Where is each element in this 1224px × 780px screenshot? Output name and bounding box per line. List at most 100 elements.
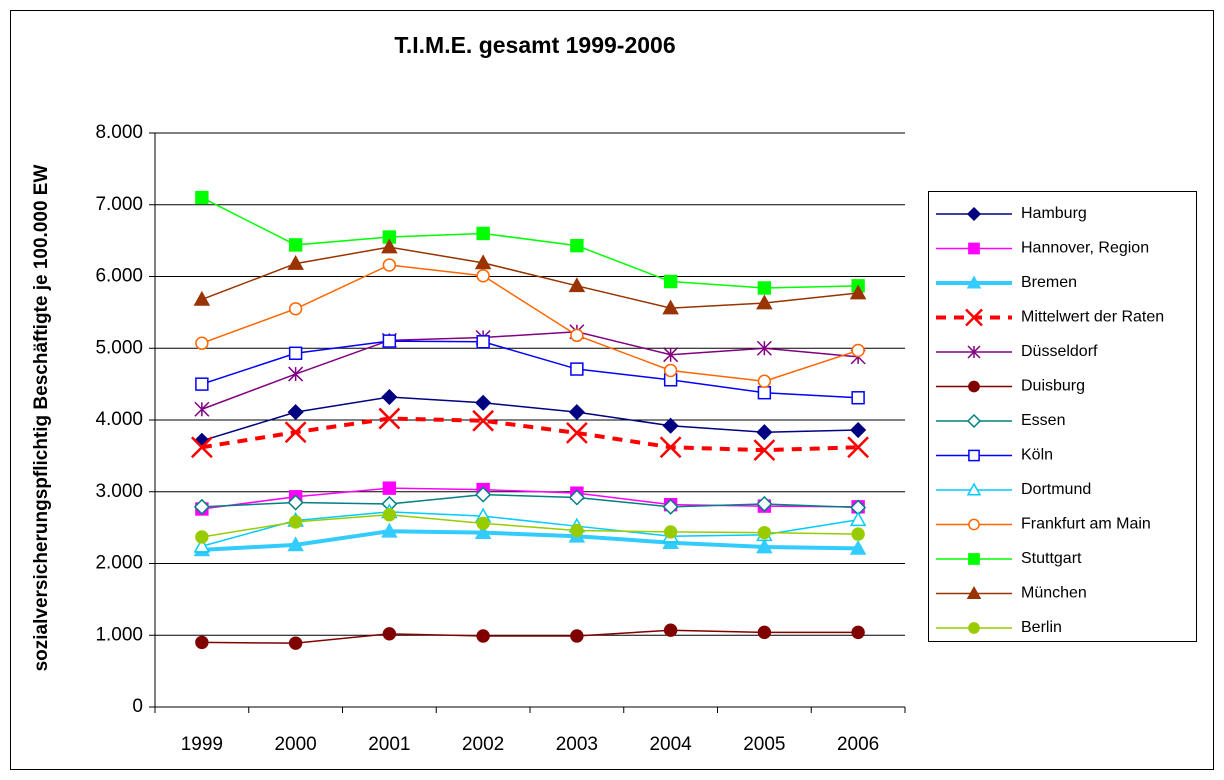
marker — [968, 380, 980, 393]
marker — [475, 486, 492, 503]
marker — [194, 401, 210, 417]
legend-label: Frankfurt am Main — [1021, 516, 1151, 533]
marker — [753, 439, 776, 462]
y-tick-label: 7.000 — [95, 194, 143, 215]
marker — [849, 284, 867, 300]
marker — [966, 206, 982, 222]
marker — [570, 238, 584, 253]
marker — [381, 238, 398, 254]
legend-label: Essen — [1021, 412, 1065, 429]
legend-label: Berlin — [1021, 619, 1062, 636]
legend-label: Düsseldorf — [1021, 343, 1098, 360]
marker — [382, 508, 397, 522]
series-line — [201, 330, 859, 410]
legend-label: Mittelwert der Raten — [1021, 309, 1164, 326]
marker — [968, 449, 980, 462]
y-axis-label: sozialversicherungspflichtig Beschäftigt… — [31, 165, 52, 672]
marker — [756, 424, 773, 441]
series-line — [201, 264, 859, 383]
marker — [288, 636, 303, 650]
series-line — [201, 196, 859, 289]
marker — [850, 421, 867, 439]
marker — [570, 523, 584, 538]
series-line — [201, 529, 859, 552]
marker — [476, 269, 490, 283]
marker — [195, 530, 209, 544]
marker — [382, 481, 397, 495]
series-line — [201, 487, 859, 510]
legend-label: Bremen — [1021, 274, 1077, 291]
x-tick-label: 2002 — [462, 734, 504, 755]
x-tick-label: 1999 — [181, 734, 223, 755]
marker — [659, 436, 682, 459]
series-line — [201, 396, 859, 442]
marker — [195, 336, 209, 350]
marker — [851, 391, 865, 405]
marker — [851, 527, 865, 541]
marker — [475, 394, 492, 411]
marker — [284, 421, 307, 444]
marker — [756, 538, 773, 554]
marker — [968, 553, 980, 565]
marker — [662, 299, 679, 315]
y-tick-label: 8.000 — [95, 122, 143, 143]
marker — [568, 404, 585, 421]
series — [193, 238, 867, 315]
marker — [381, 522, 398, 538]
marker — [288, 302, 303, 316]
y-tick-label: 0 — [132, 696, 143, 717]
marker — [378, 407, 401, 430]
series-line — [201, 340, 859, 399]
marker — [570, 328, 584, 343]
y-tick-label: 6.000 — [95, 266, 143, 287]
x-tick-label: 2006 — [837, 734, 879, 755]
marker — [476, 629, 490, 643]
marker — [570, 629, 584, 643]
marker — [288, 366, 304, 382]
marker — [193, 498, 210, 515]
legend-label: München — [1021, 585, 1087, 602]
series — [193, 486, 867, 516]
marker — [476, 335, 490, 349]
marker — [968, 242, 980, 255]
marker — [662, 417, 679, 434]
x-tick-label: 2003 — [556, 734, 598, 755]
chart-title: T.I.M.E. gesamt 1999-2006 — [394, 32, 675, 58]
marker — [756, 495, 773, 513]
marker — [382, 627, 397, 641]
series-line — [201, 511, 859, 548]
marker — [288, 238, 303, 252]
marker — [967, 345, 981, 359]
x-tick-label: 2000 — [274, 734, 316, 755]
marker — [966, 413, 982, 429]
legend-label: Stuttgart — [1021, 550, 1082, 567]
marker — [847, 436, 870, 459]
marker — [966, 482, 982, 496]
y-tick-label: 1.000 — [95, 624, 143, 645]
marker — [474, 524, 492, 539]
marker — [756, 340, 772, 356]
marker — [849, 511, 867, 527]
marker — [565, 422, 588, 444]
marker — [851, 343, 865, 358]
series-line — [201, 416, 859, 453]
marker — [193, 290, 211, 306]
legend-label: Hannover, Region — [1021, 240, 1149, 257]
marker — [568, 489, 585, 506]
series-line — [201, 246, 859, 309]
legend-label: Köln — [1021, 447, 1053, 464]
marker — [381, 388, 398, 406]
marker — [195, 377, 209, 391]
legend-label: Hamburg — [1021, 205, 1087, 222]
x-tick-label: 2004 — [649, 734, 692, 755]
marker — [757, 281, 772, 295]
series-line — [201, 493, 859, 509]
series — [195, 508, 865, 544]
series — [195, 258, 865, 388]
series — [195, 334, 865, 405]
marker — [851, 625, 865, 640]
y-tick-label: 2.000 — [95, 553, 143, 574]
marker — [662, 498, 679, 515]
series-line — [201, 629, 859, 644]
